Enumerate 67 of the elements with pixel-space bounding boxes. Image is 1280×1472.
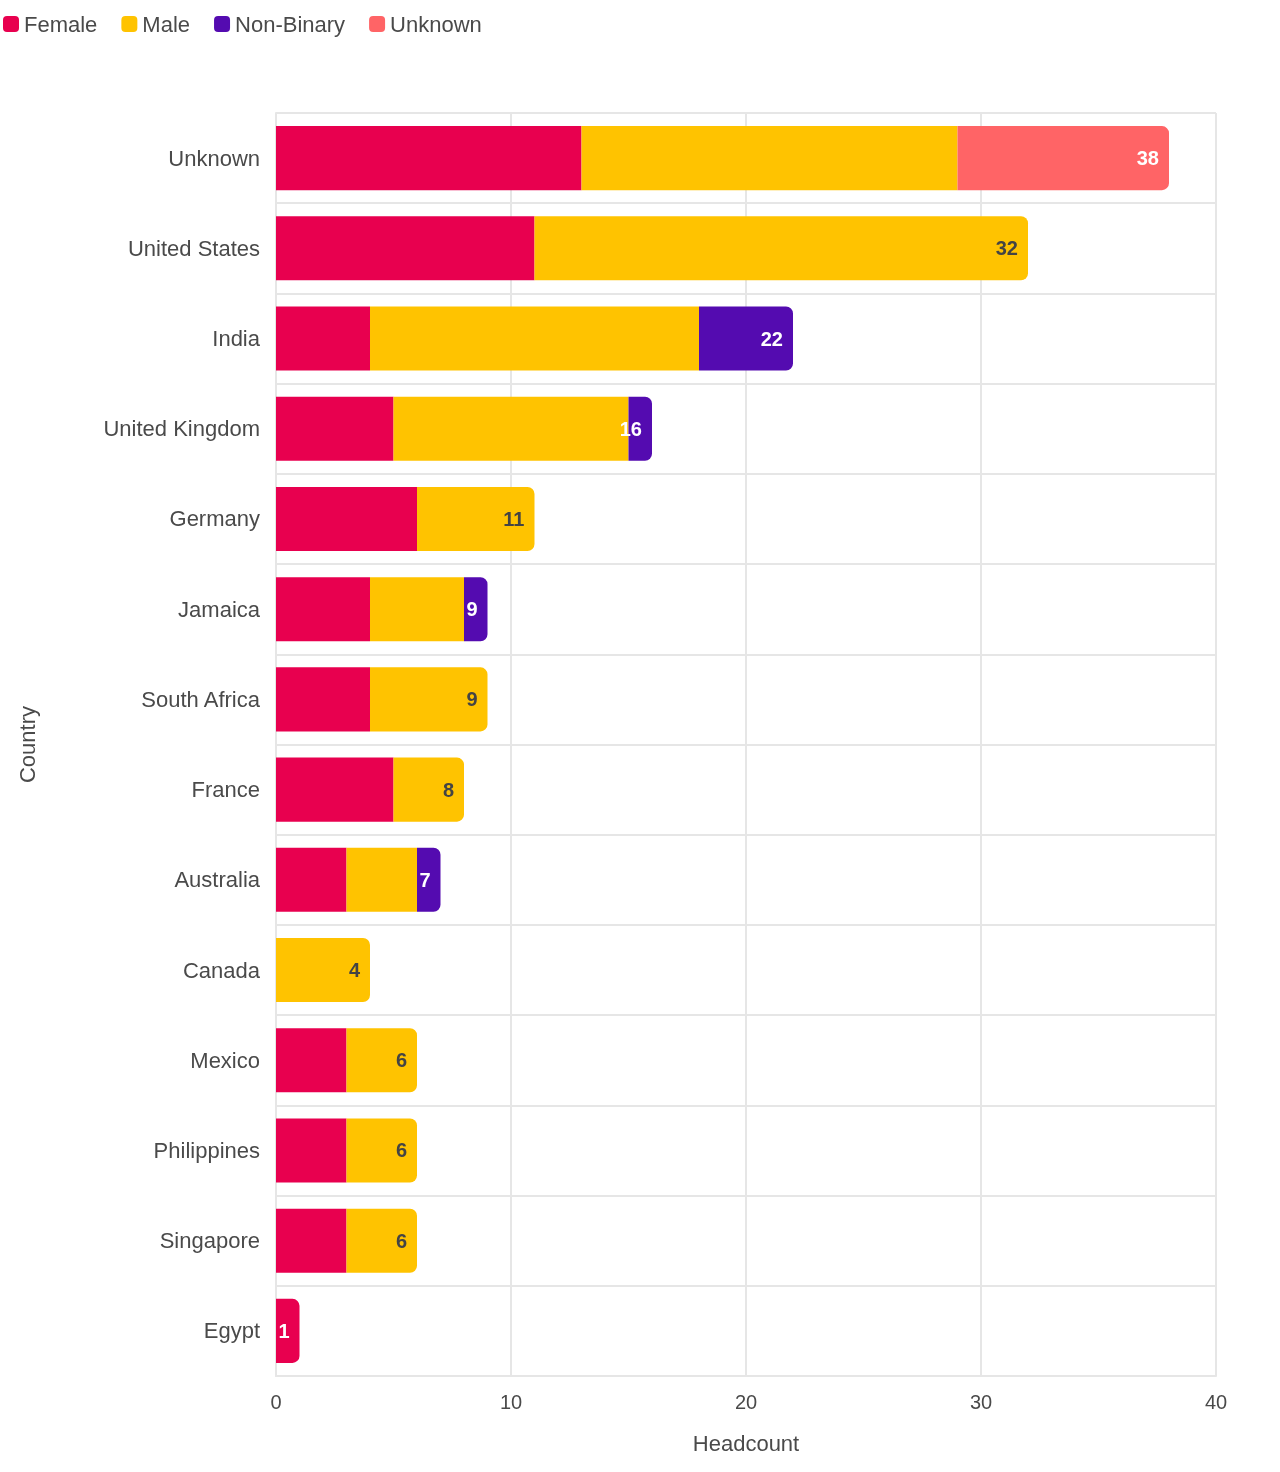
bar [276,1118,347,1183]
bar [276,1028,347,1093]
bar [276,757,394,822]
bar [346,1028,417,1093]
bar [276,306,370,371]
total-label: 6 [395,1139,407,1162]
x-tick-label: 10 [499,1391,523,1413]
y-tick-label: France [191,777,260,803]
x-tick-label: 30 [969,1391,993,1413]
bar [276,577,370,642]
legend-label: Female [24,11,98,37]
total-label: 11 [503,507,525,530]
y-tick-label: Unknown [168,145,260,171]
bar [370,667,488,732]
bar [276,486,417,551]
y-tick-label: South Africa [141,686,261,712]
bar [276,126,582,191]
bar [276,1208,347,1273]
bar [346,847,417,912]
y-tick-label: Australia [174,867,261,893]
y-tick-label: Singapore [159,1228,260,1254]
total-label: 1 [278,1319,290,1342]
legend-label: Male [142,11,191,37]
y-tick-label: India [212,326,261,352]
bar [464,577,488,642]
bar [276,667,370,732]
x-axis-title: Headcount [692,1430,800,1456]
bar [957,126,1169,191]
bar [346,1208,417,1273]
y-tick-label: Philippines [153,1137,260,1163]
legend-label: Unknown [390,11,482,37]
bar [346,1118,417,1183]
y-tick-label: Germany [169,506,260,532]
y-tick-label: Jamaica [178,596,261,622]
x-tick-label: 20 [734,1391,758,1413]
y-tick-label: United Kingdom [103,416,260,442]
total-label: 8 [442,778,454,801]
total-label: 32 [995,237,1018,260]
y-tick-label: Mexico [190,1047,260,1073]
bar [370,306,699,371]
bar [534,216,1028,281]
y-tick-label: United States [127,235,260,261]
total-label: 22 [760,327,783,350]
bar [393,757,464,822]
bar [276,1298,300,1363]
bar [370,577,464,642]
x-tick-label: 40 [1204,1391,1228,1413]
y-axis-title: Country [14,705,40,784]
total-label: 6 [395,1229,407,1252]
total-label: 9 [466,688,478,711]
total-label: 9 [466,598,478,621]
y-tick-label: Egypt [203,1318,260,1344]
total-label: 7 [419,868,431,891]
x-tick-label: 0 [270,1391,282,1413]
bar [276,847,347,912]
total-label: 4 [348,959,361,982]
bar [417,486,535,551]
bar [699,306,793,371]
bar [276,396,394,461]
bar [417,847,441,912]
bar [581,126,958,191]
y-tick-label: Canada [182,957,261,983]
legend-label: Non-Binary [235,11,346,37]
bar [276,216,535,281]
bar [276,938,370,1003]
total-label: 6 [395,1049,407,1072]
total-label: 38 [1136,147,1159,170]
